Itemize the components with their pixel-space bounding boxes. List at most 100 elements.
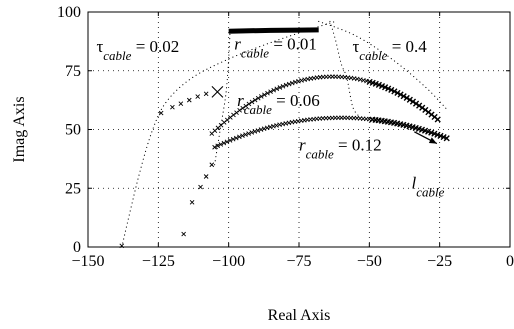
annotation-value: = 0.4 [387,37,427,56]
series-marker [388,86,395,94]
series-marker [406,96,413,103]
series-marker [234,110,239,115]
constant-tau-line [318,20,449,112]
series-marker [443,135,450,142]
series-marker [243,103,249,109]
series-marker [170,104,175,110]
annotation: τcable = 0.4 [352,37,427,63]
annotation-symbol: r [234,35,241,54]
series-marker [198,184,203,190]
y-tick-label: 50 [65,122,81,139]
series-marker [255,95,261,101]
series-marker [212,144,217,150]
series-marker [186,97,192,103]
series-marker [237,108,242,113]
series-marker [286,81,292,87]
series-marker [243,132,248,137]
series-marker [246,131,251,136]
series-marker [181,231,186,237]
series-marker [215,143,221,149]
series-marker [189,200,195,205]
series-marker [289,80,295,86]
series-marker [268,89,273,94]
series-marker [265,90,270,96]
series-marker [271,87,276,93]
annotation-value: = 0.12 [334,136,382,155]
y-tick-label: 75 [65,63,81,80]
series-marker [262,92,267,98]
constant-r-line [329,20,359,116]
direction-arrow-head [428,137,437,144]
series-marker [394,89,401,97]
x-tick-label: −100 [212,253,245,270]
x-tick-label: −75 [286,253,311,270]
series-marker [403,94,410,102]
series-marker [233,135,239,141]
series-marker [252,97,258,103]
series-marker [385,85,392,92]
series-marker [280,83,286,89]
series-marker [203,91,209,97]
annotation-subscript: cable [416,184,444,199]
y-tick-label: 25 [65,180,81,197]
annotation-symbol: τ [96,37,103,56]
series-marker [195,94,201,99]
annotation-symbol: l [412,173,417,192]
annotation-value: = 0.06 [272,91,320,110]
series-marker [237,134,242,140]
series-marker [231,112,236,118]
annotation: τcable = 0.02 [96,37,179,63]
x-tick-label: −25 [427,253,452,270]
series-marker [158,110,164,116]
series-marker [230,136,236,142]
series-marker [255,128,261,133]
x-tick-label: −50 [357,253,382,270]
series-marker [277,85,283,90]
series-marker [400,93,407,100]
annotation-subscript: cable [359,48,387,63]
annotation-value: = 0.02 [131,37,179,56]
constant-lines [121,20,449,248]
series [119,27,450,249]
annotation: lcable [412,173,445,199]
annotation-symbol: r [237,91,244,110]
ticks: −150 −125 −100 −75 −50 −25 0 0 25 50 75 100 [57,4,514,270]
crossing-marker [211,86,224,98]
constant-r-line [214,30,231,166]
series-marker [240,133,245,139]
series-marker [397,91,404,98]
annotation-subscript: cable [103,48,131,63]
x-axis-label: Real Axis [268,307,331,324]
series-line [228,27,319,34]
annotation-subscript: cable [306,147,334,162]
annotation-symbol: τ [352,37,359,56]
series-marker [274,86,280,92]
annotation-subscript: cable [244,102,272,117]
series-marker [218,142,224,147]
annotation: rcable = 0.06 [237,91,320,117]
grid [88,12,510,247]
y-tick-label: 0 [73,239,81,256]
annotation-value: = 0.01 [269,35,317,54]
x-tick-label: −150 [71,253,104,270]
series-marker [252,129,258,134]
annotation: rcable = 0.12 [299,136,382,162]
series-marker [227,138,233,143]
series-marker [209,162,215,168]
series-marker [203,174,209,179]
x-tick-label: 0 [506,253,514,270]
annotation: rcable = 0.01 [234,35,317,61]
series-marker [228,115,233,120]
series-marker [391,88,398,95]
series-marker [249,99,255,105]
series-marker [249,130,255,135]
series-marker [246,101,252,107]
x-tick-label: −125 [142,253,175,270]
annotations: τcable = 0.02 rcable = 0.01 τcable = 0.4rc… [96,35,444,200]
y-tick-label: 100 [57,4,81,21]
series-marker [434,116,441,123]
annotation-subscript: cable [241,46,269,61]
annotation-symbol: r [299,136,306,155]
series-marker [224,139,230,145]
